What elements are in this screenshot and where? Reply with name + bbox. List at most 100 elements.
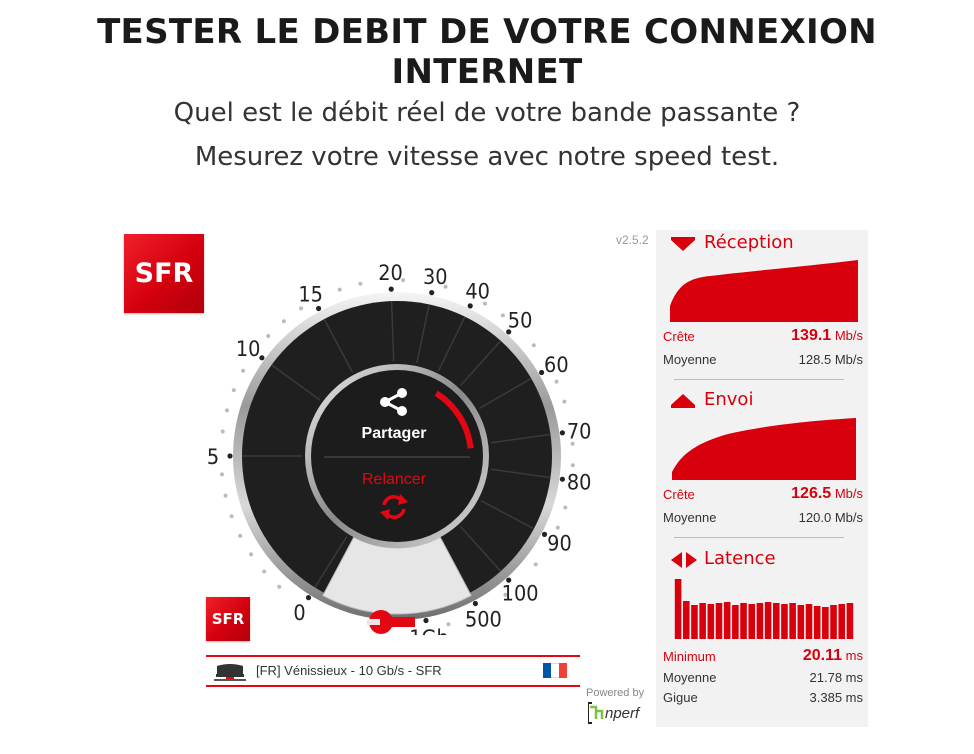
latency-bar bbox=[723, 602, 731, 639]
latency-bar bbox=[715, 603, 723, 639]
reception-peak-label: Crête bbox=[663, 329, 695, 344]
gauge-segment-line bbox=[490, 468, 551, 479]
upload-peak-value: 126.5 Mb/s bbox=[791, 485, 863, 502]
gauge-segment-line bbox=[271, 364, 321, 401]
nperf-logo-text: nperf bbox=[605, 705, 641, 722]
share-icon[interactable] bbox=[380, 388, 407, 416]
gauge-segment-line bbox=[460, 340, 502, 386]
gauge-tick-dot bbox=[500, 313, 505, 318]
gauge-tick-label: 70 bbox=[567, 419, 592, 444]
latency-bar bbox=[846, 603, 854, 639]
gauge-tick-label: 100 bbox=[502, 581, 539, 606]
latency-bar bbox=[797, 605, 805, 639]
gauge-tick-marker bbox=[559, 430, 565, 436]
version-label: v2.5.2 bbox=[616, 233, 649, 247]
gauge-tick-dot bbox=[483, 301, 487, 306]
reception-icon bbox=[670, 236, 696, 257]
gauge-tick-dot bbox=[225, 408, 229, 413]
share-label[interactable]: Partager bbox=[362, 425, 427, 442]
results-panel: Réception Crête 139.1 Mb/s Moyenne 128.5… bbox=[656, 230, 868, 727]
page-subtitle-line2: Mesurez votre vitesse avec notre speed t… bbox=[194, 142, 780, 172]
latency-bar bbox=[764, 602, 772, 639]
gauge-tick-dot bbox=[503, 592, 508, 597]
server-selector[interactable] bbox=[206, 655, 580, 687]
gauge-tick-dot bbox=[238, 533, 243, 538]
gauge-tick-dot bbox=[443, 284, 448, 289]
gauge-tick-dot bbox=[337, 287, 342, 292]
gauge-tick-marker bbox=[506, 577, 512, 583]
gauge-tick-dot bbox=[446, 622, 451, 627]
gauge-tick-dot bbox=[570, 463, 575, 468]
gauge-segment-line bbox=[478, 377, 532, 410]
france-flag-icon bbox=[543, 663, 567, 678]
reception-title: Réception bbox=[704, 232, 794, 253]
gauge-tick-dot bbox=[531, 343, 536, 348]
gauge-tick-dot bbox=[563, 505, 568, 510]
latency-bar bbox=[838, 604, 846, 639]
gauge-tick-marker bbox=[316, 305, 322, 312]
latency-bar bbox=[691, 605, 698, 639]
divider bbox=[674, 379, 844, 380]
gauge-segment-line bbox=[314, 536, 348, 588]
gauge-tick-marker bbox=[506, 329, 512, 335]
gauge-tick-label: 30 bbox=[423, 264, 448, 289]
gauge-tick-label: 500 bbox=[465, 607, 502, 632]
gauge-tick-marker bbox=[388, 286, 394, 292]
gauge-tick-marker bbox=[472, 600, 478, 607]
restart-button[interactable]: Relancer bbox=[362, 471, 427, 520]
gauge-segment-line bbox=[490, 433, 551, 444]
gauge-tick-label: 60 bbox=[544, 352, 569, 377]
gauge-tick-label: 90 bbox=[547, 531, 572, 556]
gauge-tick-dot bbox=[220, 472, 224, 477]
gauge-tick-dots bbox=[220, 278, 575, 627]
upload-peak-label: Crête bbox=[663, 487, 695, 502]
latency-bar bbox=[756, 603, 764, 639]
nperf-logo[interactable]: nperf bbox=[588, 701, 652, 725]
upload-avg-value: 120.0 Mb/s bbox=[798, 510, 863, 525]
gauge-tick-marker bbox=[539, 369, 545, 376]
gauge-segment-line bbox=[390, 301, 395, 362]
latency-bar bbox=[830, 605, 837, 639]
latency-bar bbox=[707, 604, 715, 639]
gauge-tick-marker bbox=[227, 453, 233, 459]
upload-avg-label: Moyenne bbox=[663, 510, 717, 525]
reception-peak-value: 139.1 Mb/s bbox=[791, 327, 863, 344]
gauge-tick-dot bbox=[281, 319, 286, 324]
refresh-icon[interactable] bbox=[380, 494, 408, 520]
gauge-center bbox=[311, 370, 483, 542]
gauge-tick-dot bbox=[249, 552, 254, 557]
gauge-tick-label: 0 bbox=[293, 600, 305, 625]
latency-min-label: Minimum bbox=[663, 649, 716, 664]
latency-bar bbox=[732, 605, 739, 639]
restart-label[interactable]: Relancer bbox=[362, 471, 427, 488]
gauge-segment-line bbox=[460, 526, 502, 572]
share-button[interactable]: Partager bbox=[362, 388, 427, 442]
gauge-tick-dot bbox=[220, 429, 225, 434]
latency-bar bbox=[772, 603, 780, 639]
latency-bar bbox=[699, 603, 706, 639]
upload-graph bbox=[672, 418, 856, 480]
latency-bar bbox=[682, 601, 690, 639]
latency-bar bbox=[789, 603, 796, 639]
upload-title: Envoi bbox=[704, 389, 754, 410]
gauge-tick-dot bbox=[555, 525, 560, 530]
server-icon bbox=[214, 664, 246, 681]
server-name[interactable]: [FR] Vénissieux - 10 Gb/s - SFR bbox=[256, 663, 442, 678]
wrench-icon[interactable] bbox=[367, 610, 415, 634]
latency-bar bbox=[674, 579, 682, 639]
upload-icon bbox=[670, 393, 696, 414]
latency-min-value: 20.11 ms bbox=[802, 647, 863, 664]
latency-graph bbox=[674, 579, 854, 639]
latency-bar bbox=[748, 604, 756, 639]
gauge-tick-label: 40 bbox=[465, 279, 490, 304]
reception-avg-value: 128.5 Mb/s bbox=[798, 352, 863, 367]
progress-arc bbox=[434, 390, 474, 449]
gauge-tick-dot bbox=[533, 562, 538, 567]
latency-icon bbox=[670, 551, 698, 574]
gauge-tick-marker bbox=[423, 617, 429, 624]
latency-jitter-label: Gigue bbox=[663, 690, 698, 705]
gauge-tick-marker bbox=[429, 290, 435, 296]
reception-graph bbox=[670, 260, 858, 322]
